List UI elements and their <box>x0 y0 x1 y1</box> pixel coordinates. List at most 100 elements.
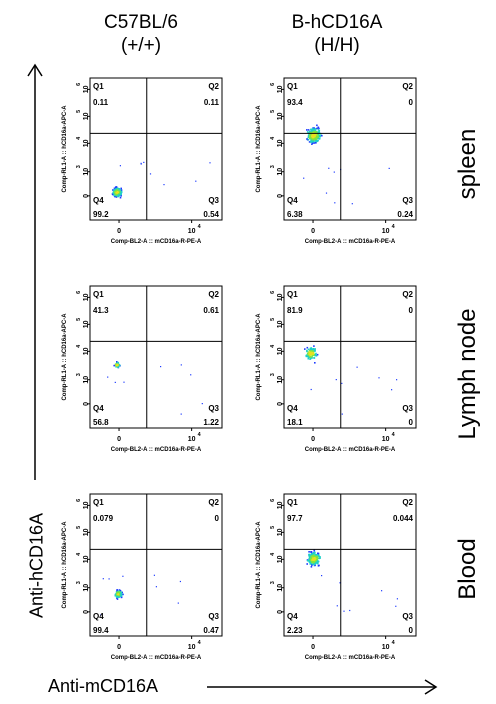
quadrant-q1-value: 0.079 <box>93 514 114 523</box>
panel-y-axis-label: Comp-RL1-A :: hCD16a-APC-A <box>256 313 262 401</box>
event-dot <box>309 354 311 356</box>
event-dot <box>307 351 309 353</box>
event-dot <box>319 136 321 138</box>
y-tick-label: 10 <box>83 85 90 93</box>
event-dot <box>309 560 311 563</box>
event-dot <box>316 133 319 135</box>
event-dot <box>308 356 310 359</box>
row-label-blood: Blood <box>454 538 481 600</box>
event-dot <box>195 180 197 182</box>
event-dot <box>317 134 320 136</box>
y-tick-label: 10 <box>277 347 284 355</box>
event-dot <box>317 560 319 562</box>
event-dots <box>107 361 203 415</box>
event-dot <box>310 551 312 553</box>
quadrant-q1-value: 81.9 <box>287 306 303 315</box>
event-dot <box>115 193 118 196</box>
panel-x-axis-label: Comp-BL2-A :: mCD16a-R-PE-A <box>305 447 396 453</box>
event-dot <box>114 193 117 196</box>
event-dot <box>209 162 211 164</box>
event-dot <box>119 188 121 191</box>
quadrant-q2-label: Q2 <box>402 82 413 91</box>
x-axis-arrow <box>207 679 438 695</box>
event-dot <box>119 165 121 167</box>
event-dot <box>307 134 310 137</box>
event-dot <box>311 348 313 351</box>
event-dot <box>312 130 315 133</box>
event-dot <box>312 348 315 350</box>
column-title-line1: B-hCD16A <box>291 12 383 33</box>
x-tick-label: 10 <box>188 228 196 235</box>
event-dot <box>113 364 115 367</box>
panel-x-axis-label: Comp-BL2-A :: mCD16a-R-PE-A <box>111 655 202 661</box>
y-tick-exponent: 5 <box>270 318 276 321</box>
y-tick-exponent: 4 <box>76 552 82 556</box>
quadrant-q3-label: Q3 <box>208 404 219 413</box>
y-tick-exponent: 3 <box>270 373 276 376</box>
event-dot <box>120 191 123 194</box>
event-dot <box>113 188 116 191</box>
panel-y-axis-label: Comp-RL1-A :: hCD16a-APC-A <box>62 313 68 401</box>
event-dot <box>201 403 203 405</box>
event-dot <box>314 137 316 140</box>
quadrant-q2-label: Q2 <box>402 290 413 299</box>
quadrant-q4-value: 56.8 <box>93 418 109 427</box>
y-tick-exponent: 3 <box>76 581 82 584</box>
event-dot <box>316 139 319 142</box>
column-title-bhcd16a: B-hCD16A (H/H) <box>262 11 412 57</box>
event-dot <box>315 128 317 130</box>
event-dot <box>305 355 308 358</box>
panel-y-axis-label: Comp-RL1-A :: hCD16a-APC-A <box>256 521 262 609</box>
event-dot <box>316 562 319 565</box>
event-dot <box>121 591 123 594</box>
event-dot <box>309 554 312 556</box>
event-dot <box>306 129 308 131</box>
y-tick-exponent: 6 <box>76 291 82 294</box>
event-dot <box>114 195 116 198</box>
event-dot <box>310 563 312 565</box>
y-axis-arrow <box>27 63 43 480</box>
event-dots <box>111 161 211 199</box>
y-tick-exponent: 4 <box>270 552 276 556</box>
event-dot <box>308 141 311 143</box>
event-dot <box>310 128 312 131</box>
event-dot <box>343 610 345 612</box>
event-dot <box>313 127 315 129</box>
event-dot <box>313 142 316 144</box>
event-dot <box>306 349 308 352</box>
x-tick-label: 10 <box>382 644 390 651</box>
quadrant-q1-label: Q1 <box>93 498 104 507</box>
event-dot <box>308 559 310 562</box>
plot-frame <box>283 493 417 637</box>
event-dot <box>315 352 317 355</box>
event-dot <box>307 348 310 351</box>
event-dot <box>312 129 314 132</box>
event-dot <box>308 130 311 133</box>
quadrant-q4-label: Q4 <box>287 612 298 621</box>
event-dot <box>313 133 316 135</box>
event-dot <box>115 594 118 596</box>
quadrant-q3-value: 0.47 <box>203 626 219 635</box>
y-tick-label: 10 <box>83 501 90 509</box>
event-dot <box>117 195 119 198</box>
quadrant-q1-label: Q1 <box>93 82 104 91</box>
event-dot <box>163 184 165 186</box>
event-dot <box>316 124 318 127</box>
y-tick-label: 10 <box>277 112 284 120</box>
x-tick-label: 10 <box>382 436 390 443</box>
event-dot <box>309 559 312 561</box>
event-dot <box>149 173 152 175</box>
event-dot <box>155 586 157 588</box>
quadrant-q4-label: Q4 <box>287 404 298 413</box>
event-dot <box>313 345 315 347</box>
event-dot <box>313 563 316 566</box>
x-tick-label: 10 <box>188 436 196 443</box>
event-dot <box>303 177 305 179</box>
event-dot <box>317 126 320 129</box>
event-dot <box>307 357 310 359</box>
y-tick-exponent: 6 <box>76 83 82 86</box>
event-dot <box>308 557 311 560</box>
event-dot <box>311 559 313 561</box>
